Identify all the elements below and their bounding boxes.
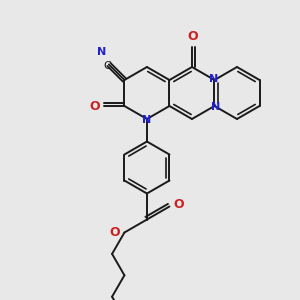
Text: O: O: [90, 100, 101, 112]
Text: O: O: [110, 226, 120, 239]
Text: N: N: [97, 47, 106, 57]
Text: C: C: [103, 61, 111, 71]
Text: N: N: [209, 74, 218, 84]
Text: O: O: [173, 198, 184, 211]
Text: N: N: [142, 115, 152, 125]
Text: N: N: [211, 102, 220, 112]
Text: O: O: [188, 30, 198, 43]
